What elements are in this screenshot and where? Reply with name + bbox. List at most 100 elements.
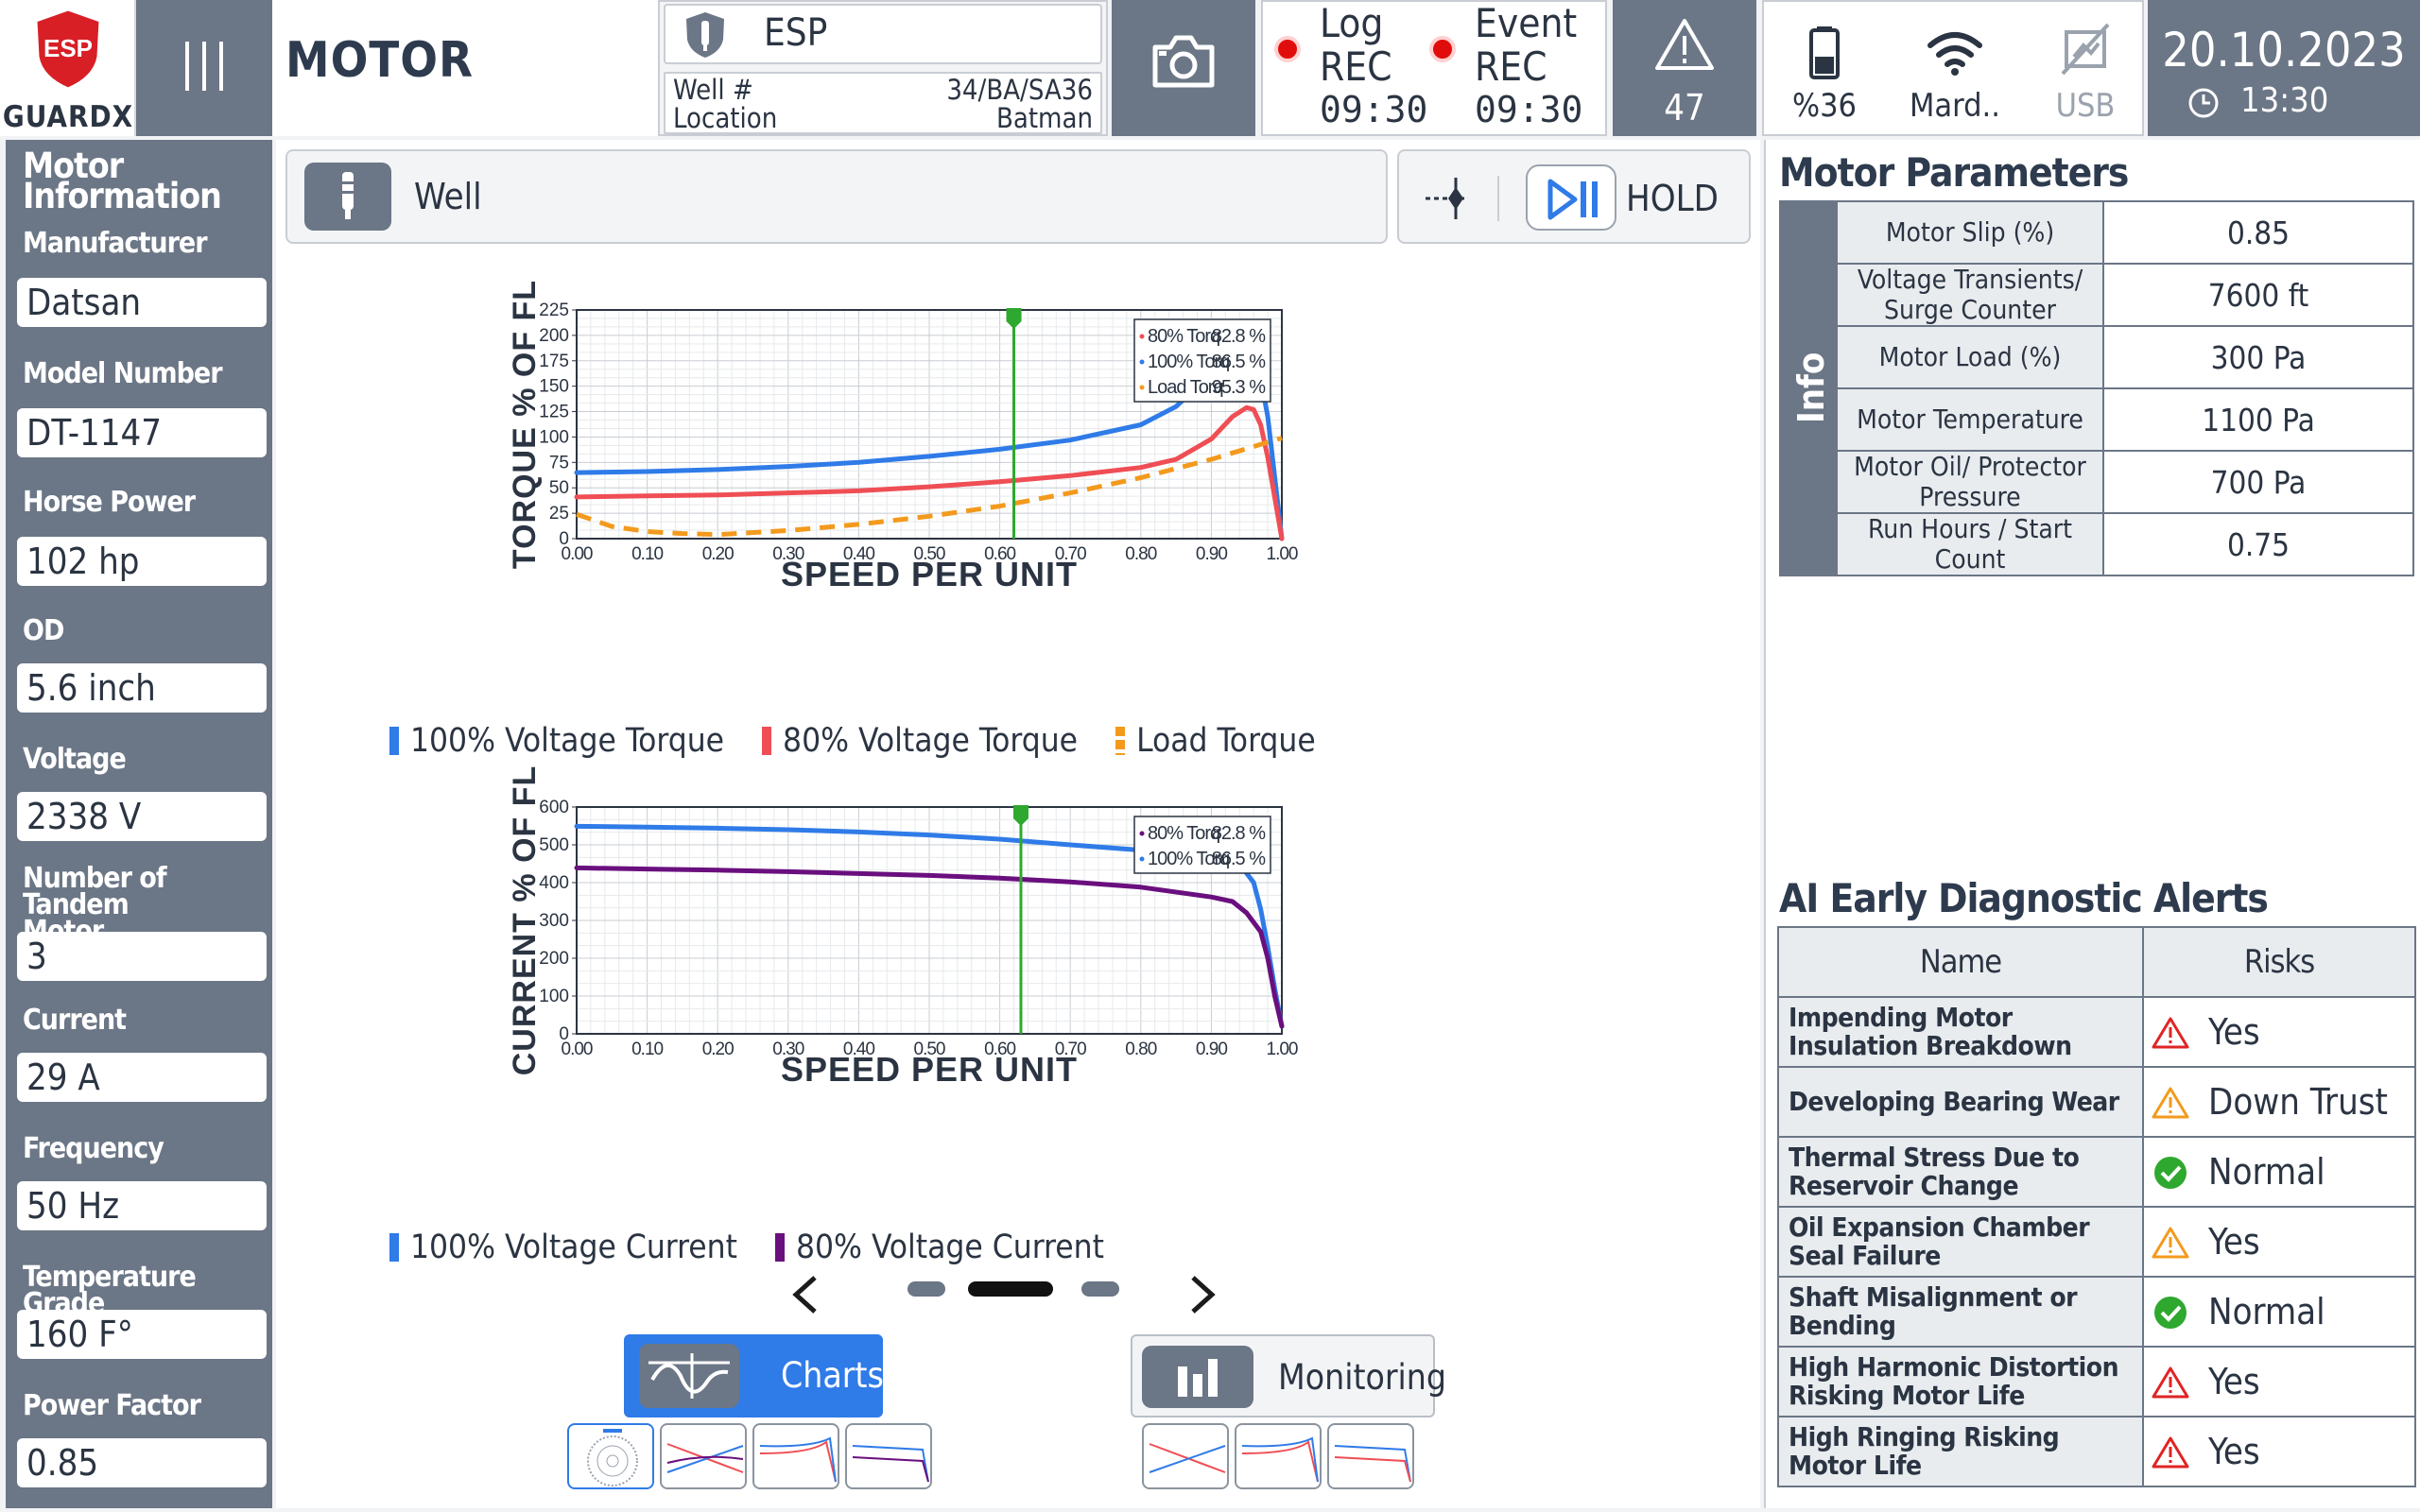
esp-header[interactable]: ESP [664,4,1102,64]
alert-risk: Yes [2142,1206,2416,1278]
event-rec-button[interactable]: Event REC 09:30 [1418,2,1588,134]
y-tick-label: 50 [549,478,569,498]
battery-level: %36 [1792,87,1857,125]
y-tick-label: 0 [559,1024,569,1044]
log-rec-button[interactable]: Log REC 09:30 [1263,2,1433,134]
esp-selector[interactable]: ESP Well # 34/BA/SA36 Location Batman [658,0,1108,136]
field-value-temperature-grade[interactable]: 160 F° [17,1310,267,1359]
play-pause-button[interactable] [1526,164,1616,231]
motor-info-panel: Motor Information Manufacturer Datsan Mo… [6,140,272,1508]
field-value-frequency[interactable]: 50 Hz [17,1181,267,1230]
current-chart: 0.00 0.10 0.20 0.30 0.40 0.50 0.60 0.70 0.80 0.90… [507,765,1299,1089]
page-dot-active[interactable] [968,1281,1053,1297]
alert-count: 47 [1664,87,1705,129]
x-tick-label: 0.20 [702,1040,734,1059]
x-tick-label: 0.60 [984,1040,1015,1059]
current-legend: 100% Voltage Current 80% Voltage Current [389,1228,1132,1266]
right-panel: Motor Parameters Motor Slip (%) 0.85 Vol… [1764,140,2420,1508]
thumbnail-chart-4[interactable] [845,1423,932,1489]
shield-logo-icon: ESP [34,8,102,91]
thumbnail-monitor-3[interactable] [1327,1423,1414,1489]
legend-dot [1139,831,1145,836]
log-rec-line2: REC [1320,43,1392,90]
y-tick-label: 600 [539,798,569,817]
field-label-manufacturer: Manufacturer [23,227,208,260]
thumbnail-monitor-1[interactable] [1142,1423,1229,1489]
page-dot[interactable] [908,1281,945,1297]
battery-icon [1809,26,1840,79]
well-bar[interactable]: Well [285,149,1388,244]
alerts-button[interactable]: 47 [1613,0,1756,136]
alert-risk: Down Trust [2142,1066,2416,1138]
line-chart-thumbnail-icon [852,1445,929,1483]
well-button[interactable] [304,163,391,231]
chevron-left-icon[interactable] [786,1274,824,1315]
alert-name: Oil Expansion Chamber Seal Failure [1777,1206,2144,1278]
usb-status[interactable]: USB [2029,21,2142,125]
divider [1497,176,1499,221]
value-legend-label: 80% Torq [1148,326,1219,347]
battery-status: %36 [1768,21,1881,125]
thumbnail-polar-chart[interactable] [567,1423,654,1489]
thumbnail-chart-2[interactable] [660,1423,747,1489]
field-value-od[interactable]: 5.6 inch [17,663,267,713]
tab-monitoring[interactable]: Monitoring [1131,1334,1446,1418]
chart-wave-glyph [648,1353,730,1399]
wifi-status[interactable]: Mard.. [1898,21,2012,125]
thumbnail-monitor-2[interactable] [1235,1423,1322,1489]
recording-status: Log REC 09:30 Event REC 09:30 [1261,0,1607,136]
thumbnail-chart-3[interactable] [752,1423,839,1489]
y-tick-label: 100 [539,427,569,447]
field-value-horse-power[interactable]: 102 hp [17,537,267,586]
legend-swatch [774,1233,785,1262]
cursor-marker-handle [1012,805,1028,826]
x-tick-label: 1.00 [1267,1040,1298,1059]
legend-item: Load Torque [1136,722,1316,760]
plot-frame [576,309,1283,540]
table-row: Run Hours / Start Count 0.75 [1780,512,2414,576]
usb-disconnected-icon [2061,23,2110,76]
motor-info-title: Motor Information [23,146,222,216]
polar-chart-thumbnail-icon [587,1429,638,1486]
page-dot[interactable] [1081,1281,1119,1297]
value-legend-label: 100% Torq [1148,849,1229,869]
line-chart-thumbnail-icon [1334,1445,1411,1483]
screenshot-button[interactable] [1112,0,1255,136]
field-value-model-number[interactable]: DT-1147 [17,408,267,457]
y-tick-label: 200 [539,326,569,346]
table-row: Voltage Transients/ Surge Counter 7600 f… [1780,263,2414,327]
value-legend-box [1133,816,1271,874]
table-row: Motor Load (%) 300 Pa [1780,325,2414,389]
series-line [574,404,1285,541]
value-legend-value: 86.5 % [1212,849,1266,869]
series-line [574,823,1285,1029]
field-value-tandem-motor[interactable]: 3 [17,932,267,981]
x-tick-label: 0.30 [772,1040,804,1059]
legend-swatch [762,727,772,755]
chevron-right-icon[interactable] [1184,1274,1221,1315]
info-side-label [1779,200,1838,576]
y-tick-label: 25 [549,504,569,524]
alert-risk-label: Normal [2208,1291,2325,1332]
alert-risk-label: Down Trust [2208,1081,2388,1123]
tab-charts-label: Charts [781,1355,884,1396]
y-tick-label: 500 [539,835,569,855]
param-key: Motor Load (%) [1836,325,2104,389]
menu-button[interactable] [136,0,272,136]
cursor-target-icon[interactable] [1422,174,1475,223]
line-chart-thumbnail-icon [759,1436,837,1483]
field-value-voltage[interactable]: 2338 V [17,792,267,841]
field-value-current[interactable]: 29 A [17,1053,267,1102]
tab-charts[interactable]: Charts [624,1334,884,1418]
field-value-power-factor[interactable]: 0.85 [17,1438,267,1487]
brand-logo: ESP GUARDX [0,0,136,136]
legend-swatch [389,727,399,755]
table-row: Oil Expansion Chamber Seal Failure Yes [1777,1206,2416,1278]
bar-chart-glyph [1178,1359,1218,1397]
x-tick-label: 0.60 [984,544,1015,564]
x-tick-label: 0.20 [702,544,734,564]
param-value: 0.85 [2102,200,2414,265]
page-title: MOTOR [285,32,475,89]
field-value-manufacturer[interactable]: Datsan [17,278,267,327]
field-label-od: OD [23,614,64,647]
